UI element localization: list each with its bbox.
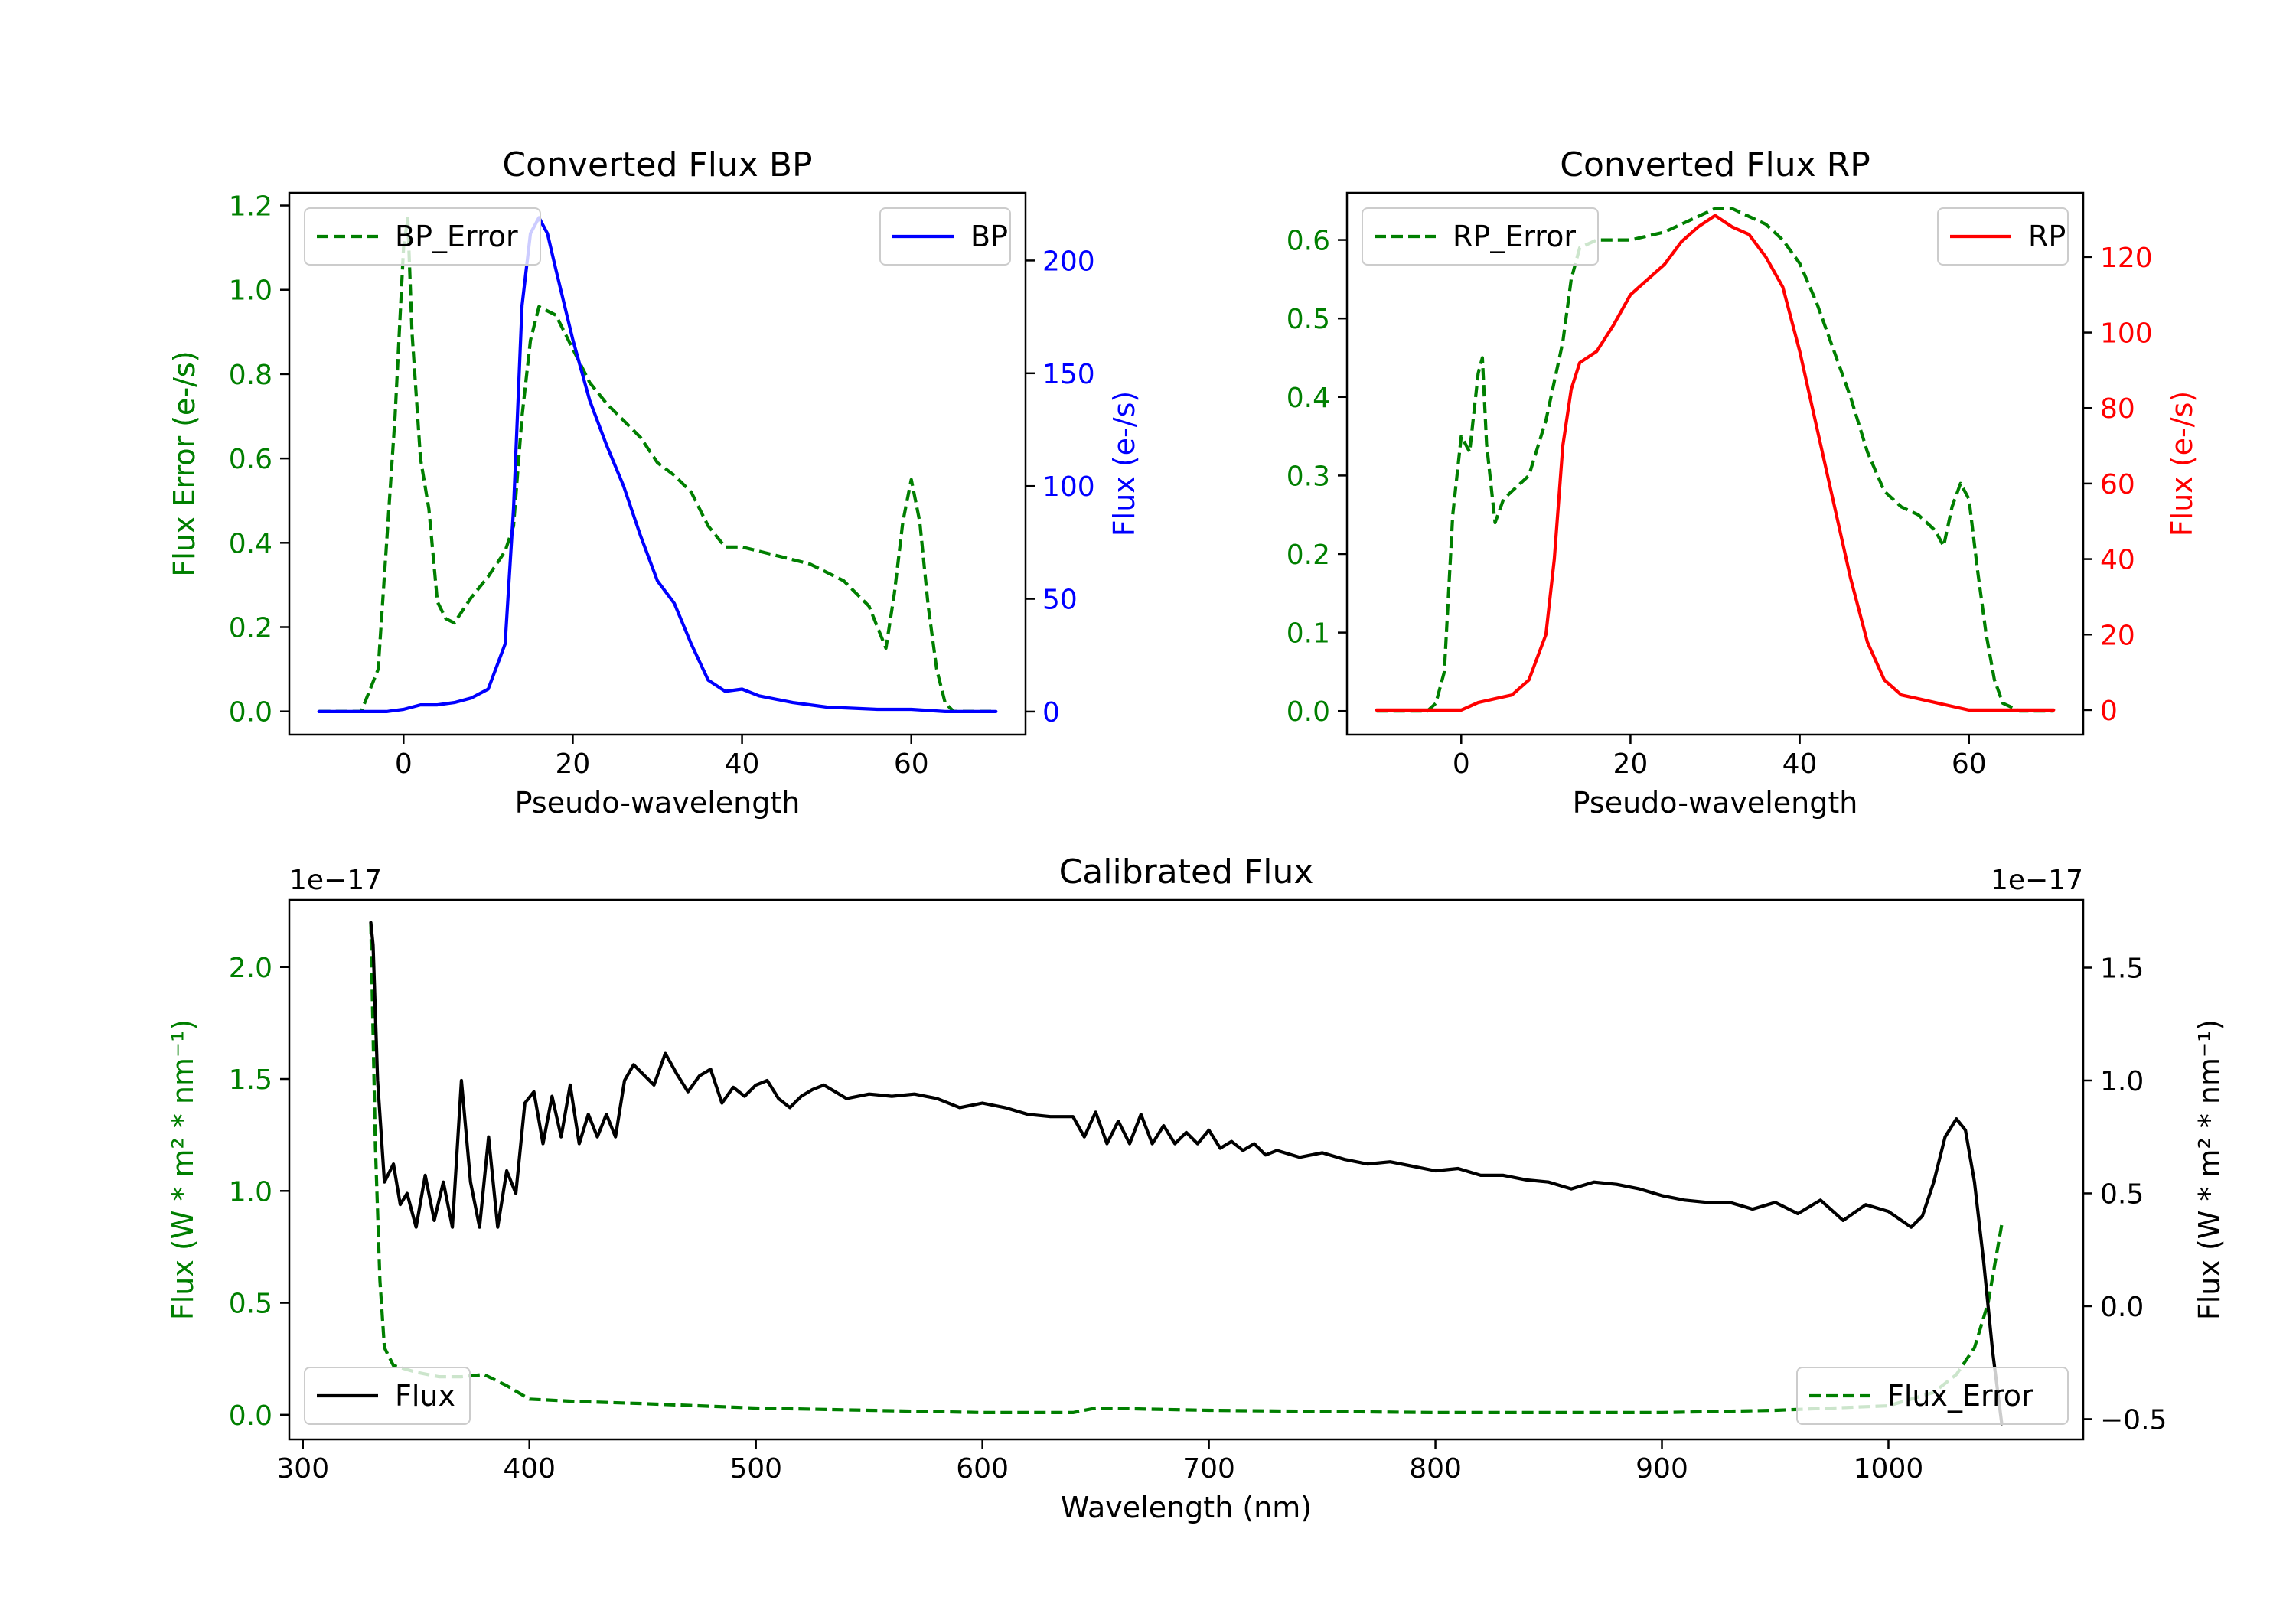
- y-left-tick-label: 0.6: [1287, 226, 1330, 257]
- y-left-tick-label: 0.1: [1287, 618, 1330, 650]
- y-right-tick-label: 0.5: [2100, 1178, 2144, 1210]
- legend-label: Flux: [395, 1379, 455, 1413]
- x-tick-label: 40: [1782, 748, 1818, 780]
- y-right-axis-label: Flux (e-/s): [2165, 391, 2199, 536]
- x-tick-label: 60: [894, 748, 929, 780]
- y-left-tick-label: 0.2: [1287, 539, 1330, 571]
- chart-title: Converted Flux RP: [1560, 145, 1870, 184]
- legend-label: BP: [970, 220, 1008, 253]
- y-right-tick-label: 0.0: [2100, 1292, 2144, 1323]
- x-tick-label: 700: [1182, 1453, 1235, 1485]
- chart-3: Calibrated Flux 300 400 500 600 700 800 900 1000…: [166, 852, 2226, 1524]
- y-left-tick-label: 0.8: [229, 360, 272, 391]
- legend-bp: BP: [879, 207, 1011, 266]
- y-right-tick-label: 100: [2100, 318, 2153, 350]
- y-right-tick-label: 1.5: [2100, 953, 2144, 984]
- chart-title: Converted Flux BP: [502, 145, 812, 184]
- x-axis-label: Pseudo-wavelength: [515, 786, 801, 820]
- y-left-tick-label: 0.0: [229, 1400, 272, 1432]
- legend-box: [1796, 1367, 2069, 1425]
- x-tick-label: 0: [395, 748, 413, 780]
- legend-box: [1362, 207, 1599, 266]
- legend-label: Flux_Error: [1887, 1379, 2033, 1413]
- series-line-flux: [369, 921, 2004, 1426]
- x-tick-label: 800: [1409, 1453, 1462, 1485]
- x-tick-label: 300: [276, 1453, 329, 1485]
- legend-box: [304, 1367, 471, 1425]
- y-left-tick-label: 1.5: [229, 1064, 272, 1096]
- x-tick-label: 400: [503, 1453, 556, 1485]
- series-group: [317, 216, 998, 714]
- y-left-tick-label: 1.2: [229, 191, 272, 223]
- series-line-rp: [1375, 214, 2056, 712]
- y-right-axis-label: Flux (e-/s): [1107, 391, 1141, 536]
- legend-label: RP_Error: [1453, 220, 1576, 253]
- y-left-axis-label: Flux (W * m² * nm⁻¹): [166, 1019, 200, 1320]
- y-right-tick-label: 200: [1042, 246, 1095, 277]
- legend-box: [304, 207, 541, 266]
- x-tick-label: 40: [725, 748, 760, 780]
- series-group: [1375, 207, 2056, 713]
- y-left-tick-label: 1.0: [229, 1176, 272, 1208]
- legend-flux: Flux: [304, 1367, 471, 1425]
- y-right-tick-label: 0: [2100, 696, 2118, 727]
- y-right-tick-label: 150: [1042, 359, 1095, 390]
- legend-bp-error: BP_Error: [304, 207, 541, 266]
- legend-label: RP: [2028, 220, 2066, 253]
- y-left-tick-label: 0.0: [1287, 696, 1330, 728]
- chart-title: Calibrated Flux: [1059, 852, 1314, 892]
- y-right-tick-label: 40: [2100, 545, 2135, 576]
- plot-frame: [288, 898, 2085, 1441]
- series-line-rp-error: [1376, 207, 2054, 713]
- y-right-tick-label: 0: [1042, 697, 1060, 729]
- y-right-axis-label: Flux (W * m² * nm⁻¹): [2193, 1019, 2226, 1320]
- chart-2: Converted Flux RP 0 20 40 60 0.0 0.1 0.2 0.3 0.4 0…: [168, 145, 2199, 820]
- legend-rp-error: RP_Error: [1362, 207, 1599, 266]
- x-tick-label: 20: [556, 748, 591, 780]
- chart-1: Converted Flux BP 0 20 40 60 0.0 0.2 0.4 0.6 0.8 1…: [168, 145, 1141, 820]
- y-left-axis-label: Flux Error (e-/s): [168, 350, 201, 576]
- y-right-tick-label: 100: [1042, 471, 1095, 503]
- x-tick-label: 900: [1636, 1453, 1688, 1485]
- y-left-tick-label: 0.4: [1287, 383, 1330, 414]
- series-line-bp-error: [318, 217, 996, 713]
- x-tick-label: 60: [1952, 748, 1987, 780]
- y-right-tick-label: 1.0: [2100, 1066, 2144, 1097]
- y-right-tick-label: 80: [2100, 393, 2135, 425]
- y-right-tick-label: 120: [2100, 243, 2153, 274]
- y-left-tick-label: 0.6: [229, 444, 272, 475]
- y-right-tick-label: 20: [2100, 620, 2135, 651]
- y-left-offset-label: 1e−17: [289, 865, 382, 896]
- legend-label: BP_Error: [395, 220, 518, 253]
- y-right-tick-label: −0.5: [2100, 1404, 2167, 1436]
- x-axis-label: Pseudo-wavelength: [1573, 786, 1858, 820]
- y-left-tick-label: 0.5: [229, 1289, 272, 1320]
- y-left-tick-label: 1.0: [229, 275, 272, 307]
- plot-frame: [288, 191, 1027, 736]
- y-right-tick-label: 60: [2100, 469, 2135, 500]
- y-right-tick-label: 50: [1042, 585, 1078, 616]
- y-left-tick-label: 0.4: [229, 528, 272, 559]
- y-left-tick-label: 0.0: [229, 697, 272, 729]
- y-left-tick-label: 0.3: [1287, 461, 1330, 492]
- x-tick-label: 500: [729, 1453, 782, 1485]
- plot-frame: [1345, 191, 2085, 736]
- y-left-tick-label: 0.2: [229, 613, 272, 644]
- x-tick-label: 1000: [1854, 1453, 1924, 1485]
- y-left-tick-label: 2.0: [229, 953, 272, 984]
- series-line-bp: [317, 216, 998, 714]
- y-left-axis-label: Flux Error (e-/s): [168, 350, 201, 576]
- x-axis-label: Wavelength (nm): [1061, 1491, 1312, 1524]
- legend-flux-error: Flux_Error: [1796, 1367, 2069, 1425]
- x-tick-label: 600: [956, 1453, 1009, 1485]
- y-right-offset-label: 1e−17: [1991, 865, 2083, 896]
- x-tick-label: 0: [1453, 748, 1470, 780]
- x-tick-label: 20: [1613, 748, 1649, 780]
- legend-rp: RP: [1937, 207, 2069, 266]
- y-left-tick-label: 0.5: [1287, 304, 1330, 335]
